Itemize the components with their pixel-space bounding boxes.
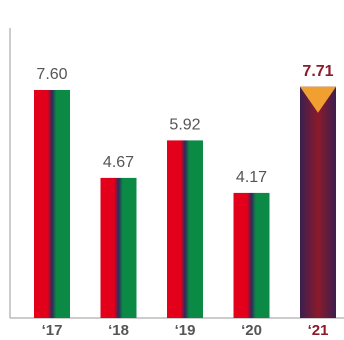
x-tick-label: ‘20 (241, 322, 262, 339)
x-tick-label: ‘19 (175, 322, 196, 339)
bar (100, 177, 137, 318)
x-tick-label: ‘21 (308, 322, 329, 339)
bar (34, 90, 70, 318)
bar (167, 140, 203, 318)
bar-accent (300, 86, 336, 113)
x-tick-label: ‘17 (42, 322, 63, 339)
value-label: 7.71 (302, 63, 333, 80)
x-tick-label: ‘18 (108, 322, 129, 339)
bar (233, 192, 270, 318)
bar (300, 86, 336, 318)
value-label: 4.67 (103, 154, 134, 171)
value-label: 7.60 (36, 66, 67, 83)
value-label: 4.17 (236, 169, 267, 186)
value-label: 5.92 (169, 117, 200, 134)
